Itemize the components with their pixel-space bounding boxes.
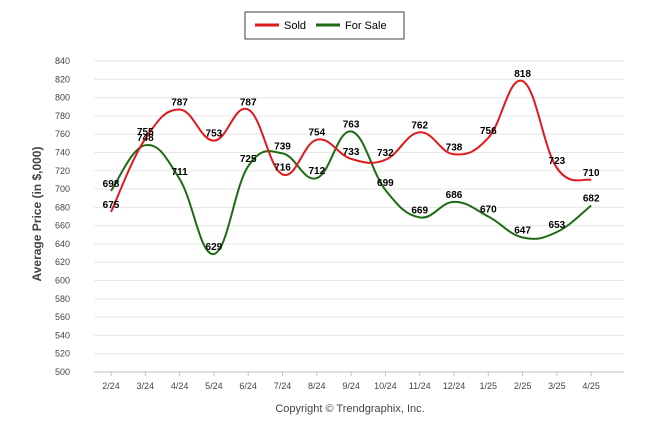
data-label-sold: 755 (137, 127, 154, 138)
y-tick-label: 800 (55, 93, 70, 103)
data-label-for-sale: 670 (480, 205, 497, 216)
data-label-sold: 675 (103, 200, 120, 211)
series-lines (110, 79, 592, 255)
x-tick-label: 3/25 (548, 381, 566, 391)
data-label-sold: 787 (171, 97, 188, 108)
x-tick-label: 7/24 (274, 381, 292, 391)
data-label-for-sale: 725 (240, 154, 257, 165)
y-tick-label: 600 (55, 276, 70, 286)
data-label-sold: 716 (274, 162, 291, 173)
data-label-sold: 732 (377, 148, 394, 159)
data-label-sold: 710 (583, 168, 600, 179)
data-label-sold: 753 (206, 129, 223, 140)
x-tick-label: 6/24 (239, 381, 257, 391)
x-tick-label: 8/24 (308, 381, 326, 391)
x-tick-label: 3/24 (137, 381, 155, 391)
y-tick-label: 520 (55, 349, 70, 359)
copyright-text: Copyright © Trendgraphix, Inc. (275, 403, 424, 415)
series-line-for-sale (110, 130, 592, 255)
x-tick-label: 5/24 (205, 381, 223, 391)
data-label-sold: 756 (480, 126, 497, 137)
data-label-for-sale: 669 (411, 205, 428, 216)
x-tick-labels: 2/24 3/24 4/24 5/24 6/24 7/24 8/24 9/24 10/24 11/… (102, 372, 600, 391)
y-tick-label: 560 (55, 312, 70, 322)
y-tick-label: 680 (55, 202, 70, 212)
data-label-for-sale: 712 (308, 166, 325, 177)
y-tick-label: 700 (55, 184, 70, 194)
x-tick-label: 10/24 (374, 381, 397, 391)
data-label-for-sale: 748 (137, 133, 154, 144)
data-label-for-sale: 699 (377, 178, 394, 189)
data-label-for-sale: 653 (549, 220, 566, 231)
x-tick-label: 4/24 (171, 381, 189, 391)
y-tick-label: 620 (55, 257, 70, 267)
data-label-for-sale: 686 (446, 190, 463, 201)
y-tick-label: 720 (55, 166, 70, 176)
y-tick-label: 820 (55, 74, 70, 84)
data-label-for-sale: 647 (514, 226, 531, 237)
y-tick-label: 500 (55, 367, 70, 377)
x-tick-label: 4/25 (582, 381, 600, 391)
data-label-for-sale: 698 (103, 179, 120, 190)
y-tick-label: 640 (55, 239, 70, 249)
data-labels: 675 755 787 753 787 716 754 733 732 762 738 756 818 7… (103, 69, 600, 253)
y-tick-label: 760 (55, 129, 70, 139)
x-tick-label: 11/24 (409, 381, 431, 391)
y-tick-labels: 500 520 540 560 580 600 620 640 660 680 700 720 740 7… (55, 56, 70, 377)
y-tick-label: 780 (55, 111, 70, 121)
grid-lines (94, 60, 624, 373)
x-tick-label: 9/24 (342, 381, 360, 391)
x-tick-label: 12/24 (443, 381, 466, 391)
data-label-for-sale: 682 (583, 194, 600, 205)
y-tick-label: 580 (55, 294, 70, 304)
legend[interactable]: Sold For Sale (244, 11, 405, 40)
data-label-for-sale: 629 (206, 242, 223, 253)
data-label-sold: 762 (411, 120, 428, 131)
data-label-sold: 787 (240, 97, 257, 108)
y-axis-title: Average Price (in $,000) (30, 147, 44, 282)
data-label-for-sale: 739 (274, 141, 291, 152)
data-label-sold: 818 (514, 69, 531, 80)
data-label-sold: 723 (549, 156, 566, 167)
y-tick-label: 660 (55, 221, 70, 231)
x-tick-label: 1/25 (480, 381, 498, 391)
y-tick-label: 540 (55, 330, 70, 340)
x-tick-label: 2/25 (514, 381, 532, 391)
legend-forsale-label[interactable]: For Sale (345, 20, 387, 32)
series-line-sold (110, 79, 592, 213)
data-label-sold: 738 (446, 142, 463, 153)
x-tick-label: 2/24 (102, 381, 120, 391)
y-tick-label: 740 (55, 147, 70, 157)
data-label-for-sale: 763 (343, 119, 360, 130)
data-label-sold: 733 (343, 147, 360, 158)
y-tick-label: 840 (55, 56, 70, 66)
legend-sold-label[interactable]: Sold (284, 20, 306, 32)
data-label-for-sale: 711 (172, 167, 189, 178)
data-label-sold: 754 (308, 128, 325, 139)
